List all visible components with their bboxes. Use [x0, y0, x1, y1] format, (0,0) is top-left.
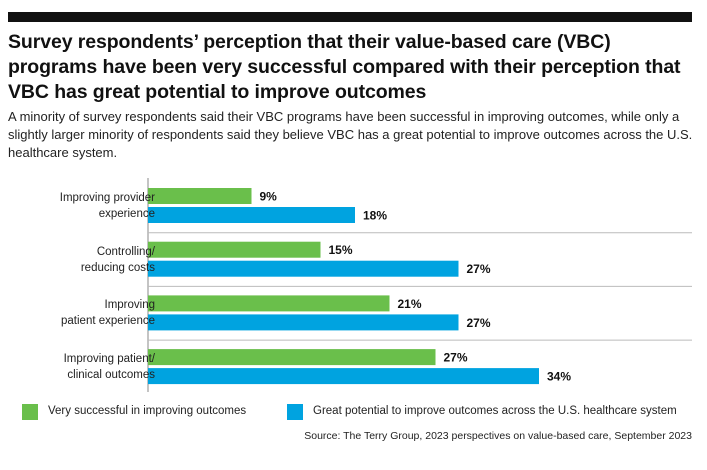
data-label: 15%: [329, 243, 353, 257]
data-label: 27%: [467, 262, 491, 276]
legend-swatch-very-successful: [22, 404, 38, 420]
category-label-line: patient experience: [61, 315, 155, 328]
data-label: 9%: [260, 190, 278, 204]
bar-great-potential: [148, 260, 459, 277]
category-label: Improving patient experience: [15, 297, 155, 329]
bar-great-potential: [148, 368, 539, 385]
legend-label-very-successful: Very successful in improving outcomes: [48, 405, 247, 417]
bar-very-successful: [148, 295, 390, 312]
bar-very-successful: [148, 188, 252, 204]
category-label-line: Improving patient/: [63, 353, 155, 366]
data-label: 21%: [398, 297, 422, 311]
bar-very-successful: [148, 241, 321, 258]
data-label: 27%: [467, 316, 491, 330]
category-label-line: clinical outcomes: [67, 369, 155, 382]
category-label-line: Controlling/: [96, 245, 155, 258]
category-label: Improving patient/clinical outcomes: [15, 351, 155, 383]
bar-very-successful: [148, 349, 436, 366]
data-label: 34%: [547, 370, 571, 384]
category-label: Controlling/reducing costs: [15, 244, 155, 276]
chart-subtitle: A minority of survey respondents said th…: [8, 109, 693, 160]
legend-swatch-great-potential: [287, 404, 303, 420]
legend-label-great-potential: Great potential to improve outcomes acro…: [313, 405, 677, 417]
chart-title: Survey respondents’ perception that thei…: [8, 31, 681, 103]
data-label: 18%: [363, 209, 387, 223]
header-bar: [8, 12, 692, 22]
category-label-line: reducing costs: [80, 261, 155, 274]
category-label-line: Improving: [104, 299, 156, 312]
bar-great-potential: [148, 314, 459, 331]
category-label: Improving provider experience: [15, 190, 155, 222]
bar-great-potential: [148, 207, 355, 223]
data-label: 27%: [444, 351, 468, 365]
source-note: Source: The Terry Group, 2023 perspectiv…: [304, 430, 692, 442]
category-label-line: experience: [98, 208, 155, 220]
category-label-line: Improving provider: [59, 192, 155, 204]
